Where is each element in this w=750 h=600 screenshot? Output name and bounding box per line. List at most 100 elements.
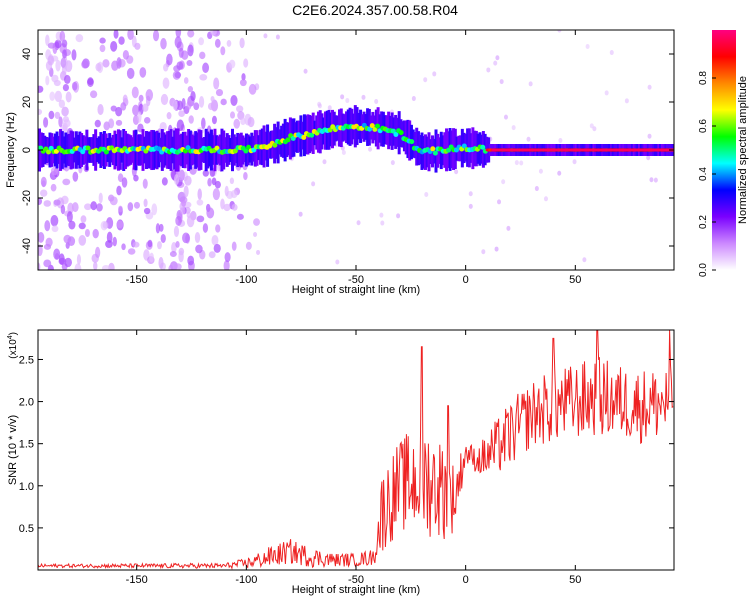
noise-blob [50,166,59,176]
noise-blob [182,232,190,244]
y-tick-label: 0.5 [19,523,34,535]
colorbar-ticks: 0.0 0.2 0.4 0.6 0.8 [698,71,716,277]
noise-blob [187,86,194,93]
noise-blob [93,261,98,270]
noise-blob [97,104,104,116]
noise-blob [174,36,182,49]
y-tick-label: 40 [21,48,33,60]
noise-blob [158,256,164,269]
noise-blob [132,104,140,116]
noise-blob [649,177,654,183]
noise-blob [201,117,206,130]
noise-blob [214,180,221,189]
noise-blob [215,88,224,97]
noise-blob [159,121,167,132]
noise-blob [179,207,186,215]
noise-blob [43,259,52,268]
noise-blob [390,160,395,166]
noise-blob [236,213,244,220]
noise-blob [45,75,50,86]
noise-blob [118,205,123,213]
spectrogram-y-label: Frequency (Hz) [5,112,17,188]
noise-blob [54,90,63,103]
noise-blob [543,196,548,202]
x-tick-label: -150 [126,574,148,586]
noise-blob [166,53,173,66]
noise-blob [514,160,519,166]
noise-blob [240,117,246,126]
noise-blob [59,30,66,42]
snr-x-ticks: -150 -100 -50 0 50 [126,330,581,586]
noise-blob [322,159,327,165]
noise-blob [51,225,59,233]
noise-blob [142,178,148,189]
noise-blob [528,81,533,87]
noise-blob [53,199,61,206]
noise-blob [61,39,68,48]
noise-blob [172,100,178,111]
noise-blob [231,241,237,251]
x-tick-label: 0 [463,574,469,586]
noise-blob [47,55,55,66]
ridge-core [309,132,315,138]
noise-blob [181,199,187,207]
noise-blob [127,202,134,212]
ridge-core [369,123,375,129]
noise-blob [43,200,52,207]
noise-blob [43,243,52,250]
noise-blob [72,171,79,182]
noise-blob [494,246,499,252]
noise-blob [519,160,524,166]
noise-blob [60,204,66,215]
noise-blob [54,111,61,120]
noise-blob [368,146,373,152]
noise-blob [162,77,170,89]
x-tick-label: -100 [235,574,257,586]
noise-blob [207,102,214,111]
noise-blob [183,185,189,198]
snr-scale-exponent: 4 [7,335,14,339]
noise-blob [121,177,128,188]
noise-blob [506,225,511,231]
noise-blob [175,215,182,226]
noise-blob [206,207,215,219]
noise-blob [256,249,261,255]
x-tick-label: 50 [569,574,581,586]
snr-scale-label: (x104) [7,332,19,359]
ridge-outer [238,133,242,167]
noise-blob [248,83,257,95]
ridge-core [393,131,399,137]
noise-blob [89,90,98,99]
noise-blob [202,223,209,233]
noise-blob [122,50,129,60]
ridge-outer [394,114,398,149]
noise-blob [199,73,208,81]
noise-blob [396,213,401,219]
spectrogram-x-label: Height of straight line (km) [292,284,420,296]
noise-blob [53,248,61,260]
y-tick-label: 2.5 [19,354,34,366]
noise-blob [102,59,110,68]
noise-blob [229,177,235,185]
noise-blob [224,185,229,197]
ridge-core [232,148,238,154]
ridge-core [48,145,54,151]
ridge-core [243,148,249,154]
x-tick-label: 50 [569,274,581,286]
noise-blob [84,203,92,211]
noise-blob [38,262,41,270]
noise-blob [511,125,516,131]
noise-blob [40,189,48,197]
snr-plot-area [38,330,674,570]
noise-blob [178,47,184,58]
noise-blob [50,183,57,192]
noise-blob [94,119,101,128]
noise-blob [38,231,45,243]
noise-blob [230,190,238,199]
ridge-core [409,139,415,145]
noise-blob [187,255,195,266]
noise-blob [145,89,154,101]
noise-blob [247,116,255,128]
noise-blob [210,95,215,103]
noise-blob [175,30,182,38]
